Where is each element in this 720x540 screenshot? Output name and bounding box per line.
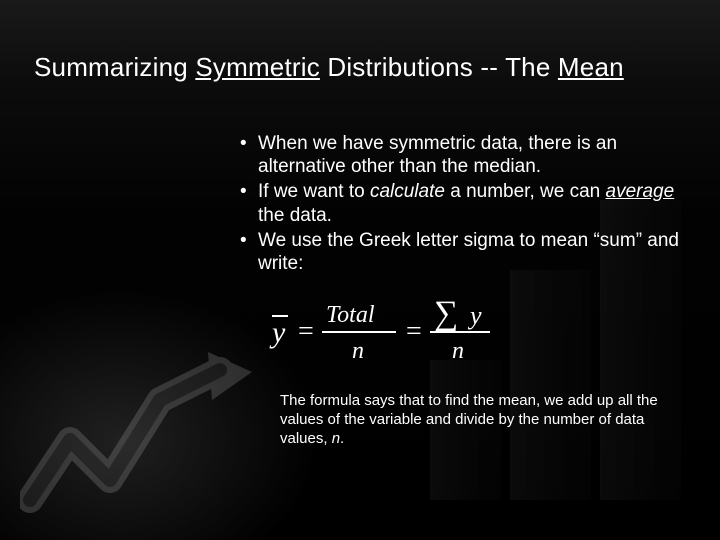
bullet-list: •When we have symmetric data, there is a… xyxy=(240,132,680,277)
bullet-text: We use the Greek letter sigma to mean “s… xyxy=(258,229,680,275)
slide: Summarizing Symmetric Distributions -- T… xyxy=(0,0,720,540)
title-underline-1: Symmetric xyxy=(195,52,320,82)
bullet-text: If we want to calculate a number, we can… xyxy=(258,180,680,226)
bullet-marker: • xyxy=(240,180,258,226)
svg-text:Total: Total xyxy=(326,302,375,328)
formula-caption: The formula says that to find the mean, … xyxy=(280,392,660,448)
slide-title: Summarizing Symmetric Distributions -- T… xyxy=(34,52,700,83)
bullet-item: •When we have symmetric data, there is a… xyxy=(240,132,680,178)
svg-text:y: y xyxy=(269,316,286,349)
svg-text:y: y xyxy=(467,301,482,330)
title-text-2: Distributions -- The xyxy=(320,52,558,82)
bullet-marker: • xyxy=(240,229,258,275)
title-underline-2: Mean xyxy=(558,52,624,82)
title-text-1: Summarizing xyxy=(34,52,195,82)
bullet-text: When we have symmetric data, there is an… xyxy=(258,132,680,178)
mean-formula: y = Total n = ∑ y n xyxy=(268,292,528,375)
bullet-item: •If we want to calculate a number, we ca… xyxy=(240,180,680,226)
svg-text:n: n xyxy=(452,338,464,364)
bullet-item: •We use the Greek letter sigma to mean “… xyxy=(240,229,680,275)
bullet-marker: • xyxy=(240,132,258,178)
svg-text:n: n xyxy=(352,338,364,364)
trend-arrow-icon xyxy=(20,350,260,520)
svg-text:∑: ∑ xyxy=(434,295,458,332)
svg-text:=: = xyxy=(406,316,422,347)
svg-text:=: = xyxy=(298,316,314,347)
